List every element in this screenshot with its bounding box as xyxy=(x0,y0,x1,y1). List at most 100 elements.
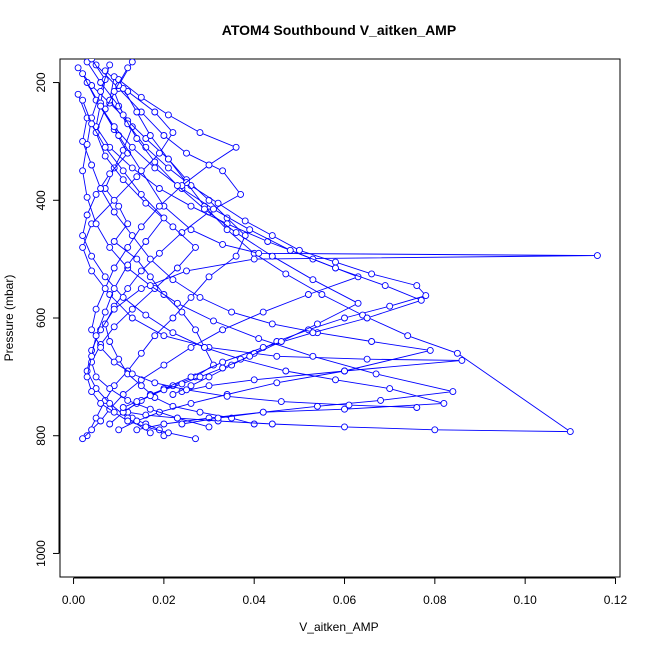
data-point xyxy=(83,193,91,201)
data-point xyxy=(119,404,127,411)
data-point xyxy=(232,229,240,237)
x-tick-label: 0.04 xyxy=(243,593,267,607)
data-point xyxy=(88,59,96,63)
data-point xyxy=(124,64,132,72)
data-point xyxy=(219,326,227,334)
data-point xyxy=(178,420,186,428)
data-point xyxy=(124,261,132,269)
data-point xyxy=(137,167,145,175)
data-point xyxy=(133,135,141,142)
data-point xyxy=(250,255,258,263)
data-point xyxy=(440,399,448,407)
data-point xyxy=(110,87,118,95)
data-point xyxy=(110,323,118,331)
y-tick-label: 600 xyxy=(34,308,48,328)
data-point xyxy=(97,87,105,95)
series-line xyxy=(82,82,445,431)
data-point xyxy=(196,129,204,137)
data-point xyxy=(183,267,190,275)
data-point xyxy=(173,182,181,190)
data-point xyxy=(146,132,154,139)
data-point xyxy=(187,399,195,407)
data-point xyxy=(381,282,389,290)
data-point xyxy=(372,370,380,378)
data-point xyxy=(282,270,290,278)
data-point xyxy=(169,391,177,398)
data-point xyxy=(110,238,118,245)
data-point xyxy=(151,379,159,387)
data-point xyxy=(151,158,159,166)
data-point xyxy=(219,364,227,372)
data-point xyxy=(309,352,317,360)
y-tick-label: 1000 xyxy=(34,540,48,567)
data-point xyxy=(214,199,222,207)
plot-frame xyxy=(59,58,621,578)
data-point xyxy=(83,373,91,381)
data-point xyxy=(196,293,204,301)
data-point xyxy=(133,426,141,434)
data-point xyxy=(146,392,154,400)
data-point xyxy=(228,308,236,316)
data-point xyxy=(151,108,159,116)
data-point xyxy=(318,291,326,298)
data-point xyxy=(259,408,267,416)
data-point xyxy=(196,408,204,416)
data-point xyxy=(192,435,199,443)
data-point xyxy=(187,202,195,210)
data-point xyxy=(173,299,181,307)
data-point xyxy=(101,308,109,316)
data-point xyxy=(413,282,421,290)
data-point xyxy=(151,164,159,172)
data-point xyxy=(146,255,154,263)
data-point xyxy=(309,276,317,284)
data-point xyxy=(106,338,114,345)
data-point xyxy=(97,417,105,425)
data-point xyxy=(88,252,96,260)
data-point xyxy=(178,380,186,388)
data-point xyxy=(74,90,82,98)
data-point xyxy=(110,305,118,313)
data-point xyxy=(106,385,114,393)
series-line xyxy=(109,76,427,395)
data-point xyxy=(187,293,195,301)
data-point xyxy=(137,382,145,390)
data-point xyxy=(146,282,154,290)
data-point xyxy=(155,249,163,257)
data-point xyxy=(110,123,118,131)
data-point xyxy=(142,423,150,431)
data-point xyxy=(88,267,96,275)
data-point xyxy=(110,358,118,366)
data-point xyxy=(196,373,204,381)
data-point xyxy=(92,332,100,340)
x-tick-label: 0.12 xyxy=(604,593,628,607)
data-point xyxy=(173,414,181,422)
data-point xyxy=(124,396,132,404)
data-point xyxy=(142,311,150,319)
y-tick-label: 800 xyxy=(34,425,48,445)
data-point xyxy=(219,167,227,175)
data-point xyxy=(354,299,362,307)
data-point xyxy=(79,167,87,175)
data-point xyxy=(110,196,118,204)
data-point xyxy=(205,423,213,431)
data-point xyxy=(341,367,348,375)
data-point xyxy=(160,386,168,394)
data-point xyxy=(205,273,213,281)
data-point xyxy=(241,217,249,225)
data-point xyxy=(368,270,376,278)
x-tick-label: 0.00 xyxy=(62,593,86,607)
data-point xyxy=(133,108,141,116)
data-point xyxy=(332,376,339,384)
data-point xyxy=(255,249,263,257)
data-point xyxy=(119,111,127,119)
data-point xyxy=(169,276,177,284)
data-point xyxy=(431,426,439,434)
data-point xyxy=(173,264,181,272)
data-point xyxy=(106,170,114,178)
data-point xyxy=(232,143,240,151)
data-point xyxy=(363,314,371,322)
data-point xyxy=(155,185,163,192)
data-point xyxy=(88,388,96,396)
data-point xyxy=(110,208,118,216)
data-point xyxy=(304,291,312,298)
